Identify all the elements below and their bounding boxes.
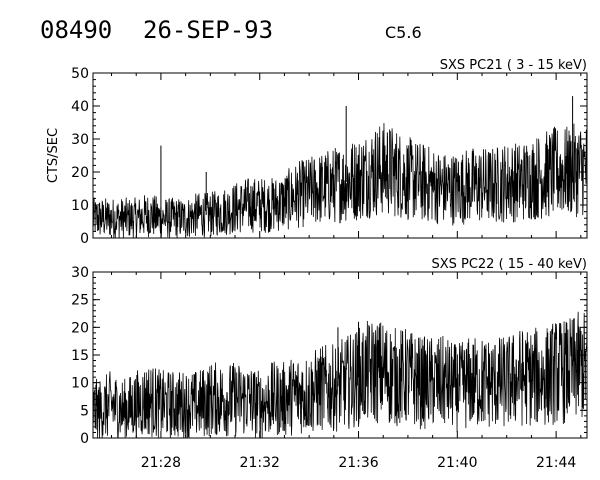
y-axis-label: CTS/SEC: [46, 128, 61, 183]
panel-title: SXS PC21 ( 3 - 15 keV): [440, 58, 587, 73]
event-date: 26-SEP-93: [143, 16, 274, 44]
y-tick-label: 30: [71, 265, 89, 281]
y-tick-label: 25: [71, 293, 89, 309]
y-tick-label: 0: [80, 231, 89, 247]
y-tick-label: 10: [71, 198, 89, 214]
lightcurve-series: [92, 311, 588, 439]
plot-frame: [92, 72, 588, 239]
x-tick-label: 21:28: [141, 455, 181, 471]
event-id: 08490: [40, 16, 113, 44]
y-tick-label: 20: [71, 165, 89, 181]
y-tick-label: 5: [80, 403, 89, 419]
y-tick-label: 30: [71, 132, 89, 148]
y-tick-label: 15: [71, 348, 89, 364]
y-tick-label: 0: [80, 431, 89, 447]
y-tick-label: 20: [71, 320, 89, 336]
chart-panel-2: 0 5 10 15 20 25 30 21:28 21:32 21:36 21:40 21:44 SXS…: [71, 257, 588, 471]
flare-class: C5.6: [385, 23, 422, 42]
chart-panel-1: 0 10 20 30 40 50 SXS PC21 ( 3 - 15 keV) CTS/SEC: [46, 58, 588, 247]
x-tick-label: 21:44: [536, 455, 576, 471]
panel-title: SXS PC22 ( 15 - 40 keV): [431, 257, 587, 272]
x-tick-label: 21:32: [240, 455, 280, 471]
x-tick-label: 21:40: [437, 455, 477, 471]
y-tick-label: 50: [71, 66, 89, 82]
x-tick-label: 21:36: [338, 455, 378, 471]
y-tick-label: 40: [71, 99, 89, 115]
y-tick-label: 10: [71, 376, 89, 392]
lightcurve-series: [92, 123, 588, 239]
